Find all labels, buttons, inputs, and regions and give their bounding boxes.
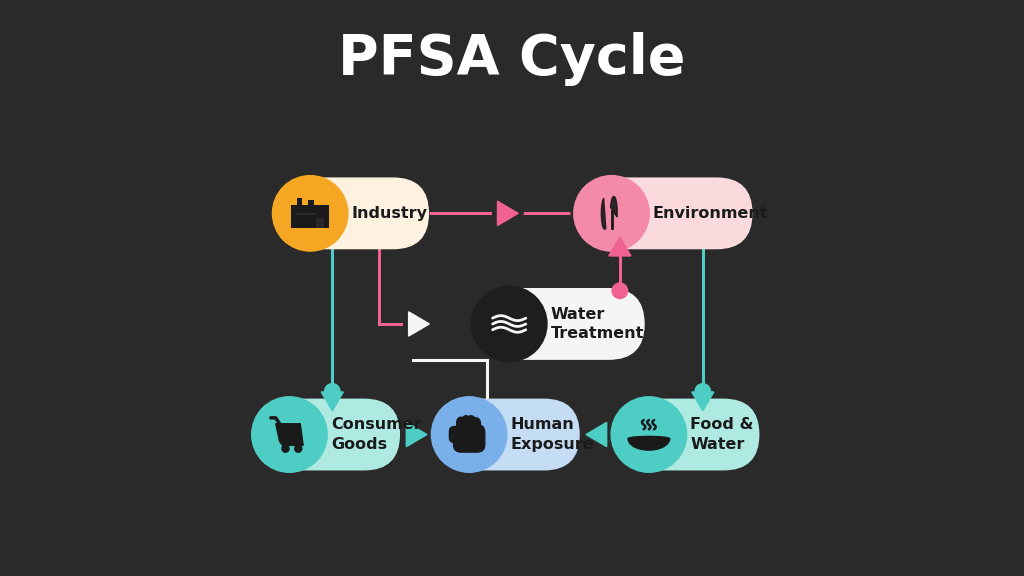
FancyBboxPatch shape — [274, 177, 429, 249]
Circle shape — [401, 419, 432, 450]
Circle shape — [403, 309, 434, 339]
Text: Environment: Environment — [653, 206, 768, 221]
Circle shape — [282, 445, 289, 452]
Polygon shape — [628, 439, 670, 450]
Circle shape — [612, 283, 628, 298]
FancyBboxPatch shape — [473, 288, 645, 360]
Circle shape — [611, 397, 687, 472]
Bar — [308, 200, 314, 210]
FancyBboxPatch shape — [613, 399, 760, 471]
Polygon shape — [498, 201, 518, 226]
Circle shape — [431, 397, 507, 472]
Circle shape — [695, 384, 711, 399]
Bar — [297, 198, 302, 210]
FancyBboxPatch shape — [449, 426, 462, 443]
FancyBboxPatch shape — [461, 415, 471, 435]
Ellipse shape — [628, 437, 670, 441]
Text: Industry: Industry — [351, 206, 427, 221]
FancyBboxPatch shape — [254, 399, 400, 471]
Circle shape — [581, 419, 611, 450]
Polygon shape — [407, 422, 427, 447]
Bar — [292, 205, 329, 228]
Circle shape — [272, 176, 348, 251]
FancyBboxPatch shape — [453, 424, 485, 453]
Circle shape — [493, 198, 523, 229]
Text: Food &
Water: Food & Water — [690, 418, 754, 452]
Polygon shape — [322, 392, 343, 411]
Circle shape — [295, 445, 302, 452]
Circle shape — [573, 176, 649, 251]
Polygon shape — [409, 312, 429, 336]
FancyBboxPatch shape — [456, 416, 466, 435]
Polygon shape — [610, 196, 617, 217]
Polygon shape — [601, 198, 606, 229]
Polygon shape — [275, 424, 303, 445]
FancyBboxPatch shape — [471, 417, 481, 435]
Circle shape — [325, 384, 340, 399]
Text: Human
Exposure: Human Exposure — [511, 418, 594, 452]
Circle shape — [471, 286, 547, 362]
Circle shape — [252, 397, 328, 472]
Bar — [316, 218, 324, 228]
Text: Consumer
Goods: Consumer Goods — [331, 418, 422, 452]
Polygon shape — [692, 392, 714, 411]
Polygon shape — [586, 422, 606, 447]
FancyBboxPatch shape — [466, 415, 476, 435]
FancyBboxPatch shape — [433, 399, 580, 471]
Text: Water
Treatment: Water Treatment — [551, 307, 644, 341]
Text: PFSA Cycle: PFSA Cycle — [338, 32, 686, 85]
FancyBboxPatch shape — [575, 177, 753, 249]
Polygon shape — [608, 237, 631, 256]
